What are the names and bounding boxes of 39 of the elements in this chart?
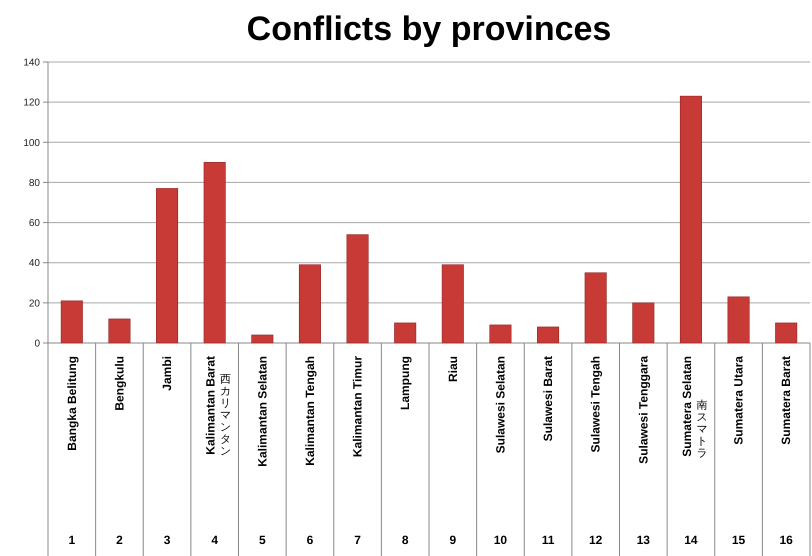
y-tick-label: 60 xyxy=(28,218,40,230)
x-tick-label: Sulawesi Barat xyxy=(541,356,556,442)
annotation: 14 xyxy=(684,533,698,547)
annotation: 8 xyxy=(402,533,409,547)
chart-title: Conflicts by provinces xyxy=(246,10,612,48)
annotation: 12 xyxy=(589,533,602,547)
annotation: 3 xyxy=(164,533,170,547)
x-tick-label: Sulawesi Tenggara xyxy=(636,356,650,464)
x-tick-label: Sulawesi Tengah xyxy=(588,356,603,452)
annotation: 2 xyxy=(116,533,123,547)
annotation: 15 xyxy=(732,533,746,547)
annotation: 10 xyxy=(494,533,508,547)
annotation: 4 xyxy=(211,533,218,547)
annotation: 6 xyxy=(306,533,314,547)
y-tick-label: 80 xyxy=(28,178,40,189)
annotation: 11 xyxy=(542,533,554,547)
annotation: 7 xyxy=(354,533,361,547)
annotation: 13 xyxy=(636,533,650,547)
x-tick-label: Kalimantan Tengah xyxy=(302,356,317,466)
y-tick-label: 0 xyxy=(34,338,40,350)
annotation: 9 xyxy=(449,533,456,547)
x-tick-label: Bengkulu xyxy=(112,356,126,411)
x-tick-label: Lampung xyxy=(398,356,412,410)
y-tick-label: 140 xyxy=(23,58,40,68)
x-tick-label: Sulawesi Selatan xyxy=(493,356,508,454)
y-tick-label: 40 xyxy=(28,258,40,270)
x-tick-label: Riau xyxy=(446,356,460,382)
y-tick-label: 100 xyxy=(23,138,40,149)
x-tick-label: Kalimantan Selatan xyxy=(255,356,270,467)
x-tick-label: Jambi xyxy=(160,356,174,391)
x-tick-label: Sumatera Utara xyxy=(732,356,746,445)
x-tick-label: Sumatera Barat xyxy=(779,356,794,445)
annotation: 5 xyxy=(258,533,266,547)
x-tick-label: Kalimantan Timur xyxy=(350,356,365,458)
y-tick-label: 20 xyxy=(28,298,40,310)
x-tick-label: Bangka Belitung xyxy=(64,356,79,451)
y-tick-label: 120 xyxy=(23,98,40,109)
annotation: 16 xyxy=(780,533,793,547)
annotation: 1 xyxy=(68,533,76,547)
